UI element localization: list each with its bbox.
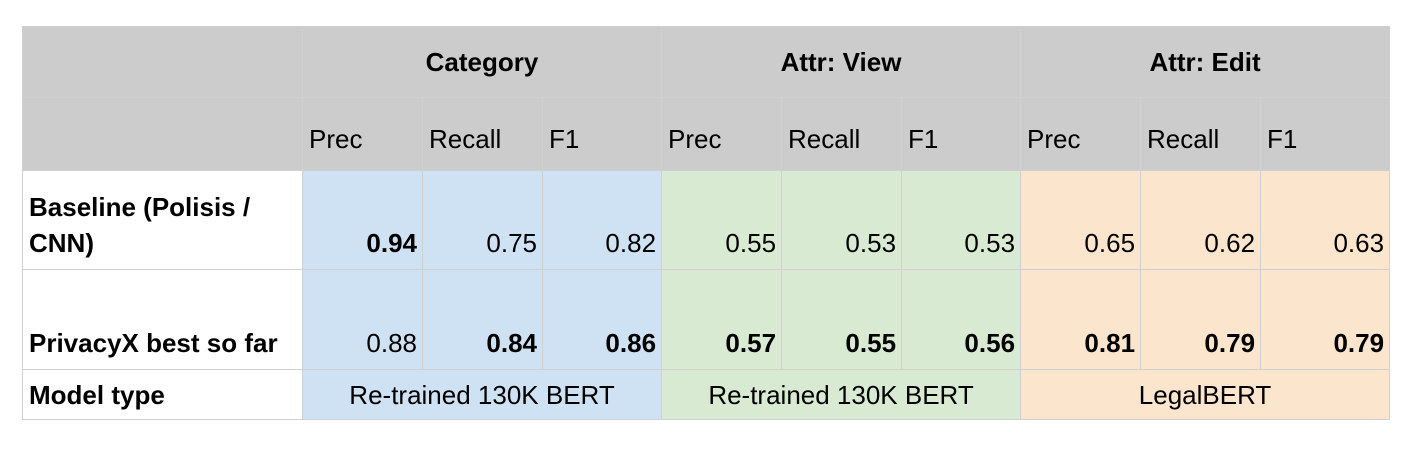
row-label-privacyx: PrivacyX best so far [22,269,303,370]
cell-baseline-attr-edit-prec: 0.65 [1020,170,1142,270]
group-header-attr-edit: Attr: Edit [1020,26,1391,98]
cell-baseline-attr-edit-f1: 0.63 [1260,170,1391,270]
group-header-category: Category [301,26,663,98]
model-type-attr-view: Re-trained 130K BERT [661,369,1022,420]
corner-cell [22,97,303,171]
metric-header-attr-view-f1: F1 [901,97,1022,171]
metric-header-attr-view-recall: Recall [781,97,903,171]
table-row: Baseline (Polisis / CNN) 0.94 0.75 0.82 … [22,170,1391,270]
cell-privacyx-category-f1: 0.86 [541,269,663,370]
cell-baseline-category-prec: 0.94 [302,170,423,270]
metric-header-category-prec: Prec [302,97,423,171]
cell-privacyx-attr-view-f1: 0.56 [901,269,1022,370]
row-label-baseline: Baseline (Polisis / CNN) [22,170,303,270]
cell-baseline-category-recall: 0.75 [422,170,543,270]
metric-header-category-f1: F1 [541,97,663,171]
cell-privacyx-attr-view-recall: 0.55 [781,269,903,370]
metric-header-attr-edit-prec: Prec [1020,97,1142,171]
cell-privacyx-attr-edit-recall: 0.79 [1140,269,1262,370]
metric-header-category-recall: Recall [422,97,543,171]
results-table: Category Attr: View Attr: Edit Prec Reca… [22,26,1391,420]
cell-privacyx-category-recall: 0.84 [422,269,543,370]
cell-baseline-attr-view-prec: 0.55 [661,170,783,270]
model-type-attr-edit: LegalBERT [1020,369,1391,420]
group-header-attr-view: Attr: View [661,26,1022,98]
cell-privacyx-attr-edit-prec: 0.81 [1020,269,1142,370]
metric-header-attr-edit-f1: F1 [1260,97,1391,171]
cell-baseline-attr-view-f1: 0.53 [901,170,1022,270]
table-row: PrivacyX best so far 0.88 0.84 0.86 0.57… [22,269,1391,370]
group-header-row: Category Attr: View Attr: Edit [22,26,1391,98]
model-type-row: Model type Re-trained 130K BERT Re-train… [22,369,1391,420]
cell-baseline-attr-edit-recall: 0.62 [1140,170,1262,270]
metric-header-attr-edit-recall: Recall [1140,97,1262,171]
cell-privacyx-attr-edit-f1: 0.79 [1260,269,1391,370]
model-type-category: Re-trained 130K BERT [301,369,663,420]
cell-baseline-category-f1: 0.82 [541,170,663,270]
cell-privacyx-attr-view-prec: 0.57 [661,269,783,370]
row-label-model-type: Model type [22,369,303,420]
cell-baseline-attr-view-recall: 0.53 [781,170,903,270]
metric-header-attr-view-prec: Prec [661,97,783,171]
metric-header-row: Prec Recall F1 Prec Recall F1 Prec Recal… [22,97,1391,171]
corner-cell [22,26,303,98]
cell-privacyx-category-prec: 0.88 [302,269,423,370]
